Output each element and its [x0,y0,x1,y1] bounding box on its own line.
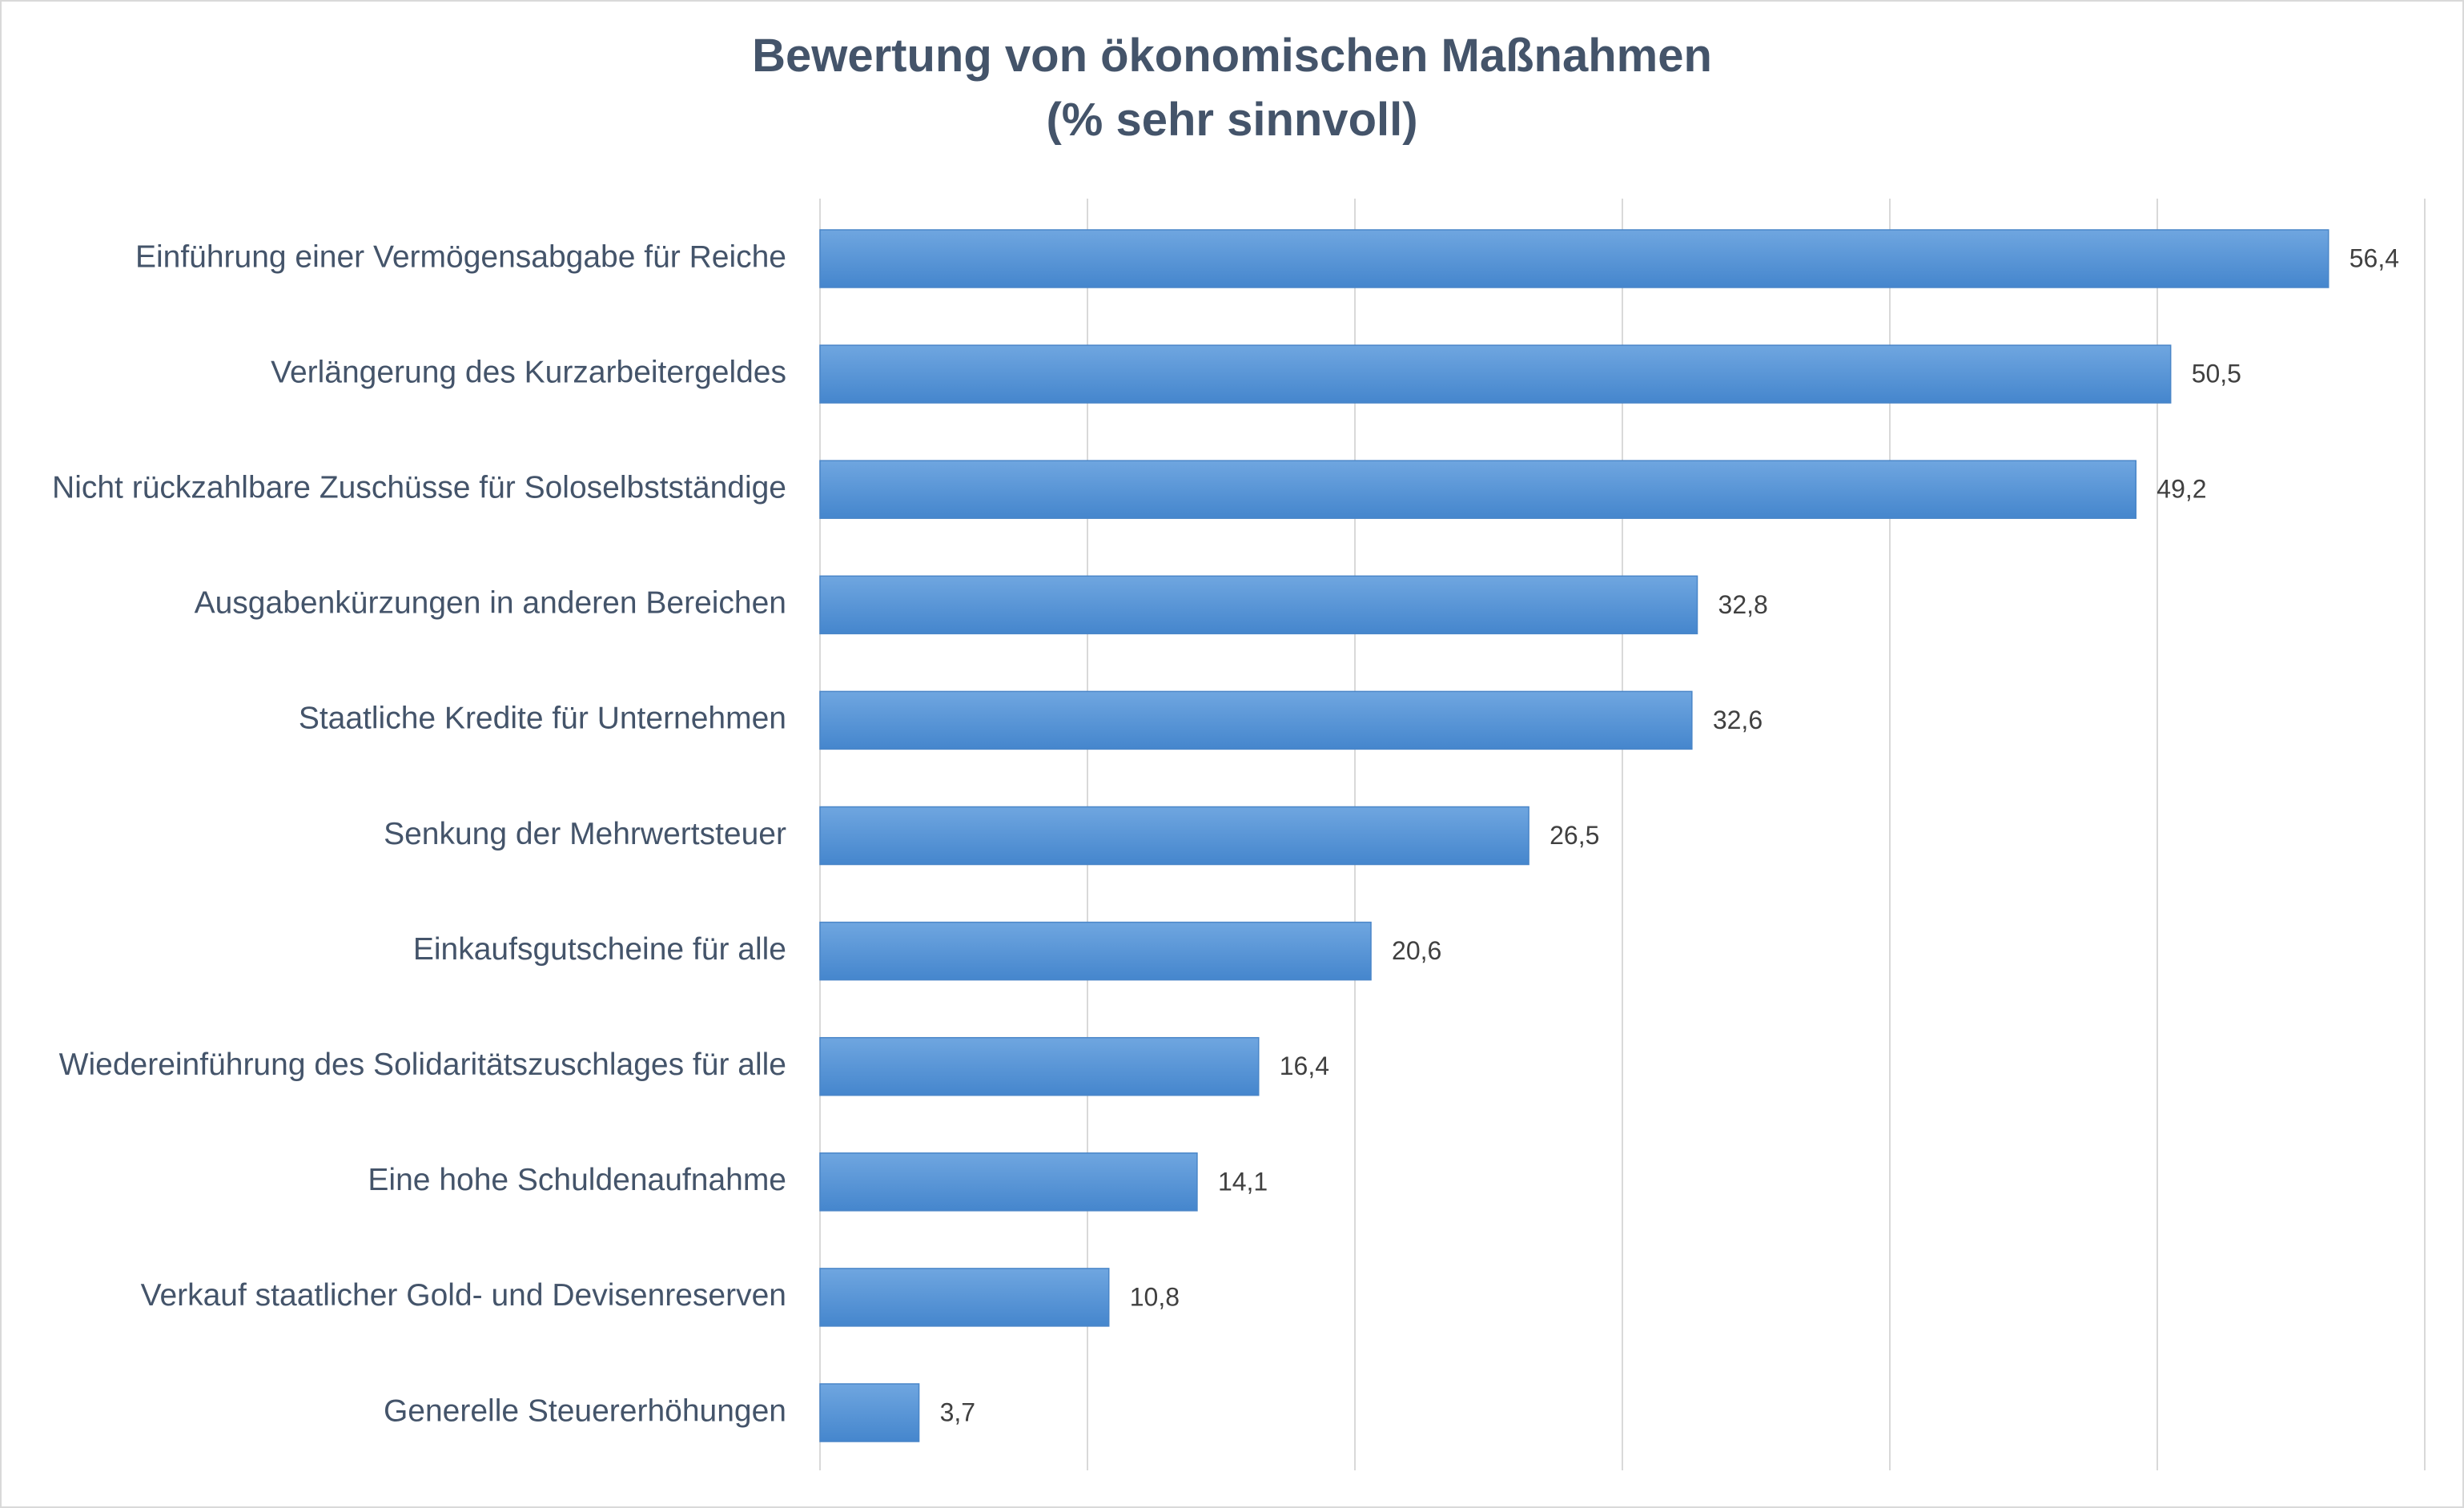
bar [819,1383,920,1442]
category-label: Eine hohe Schuldenaufnahme [368,1163,786,1197]
category-label: Nicht rückzahlbare Zuschüsse für Solosel… [52,470,786,505]
data-label: 14,1 [1218,1167,1268,1196]
data-label: 32,6 [1713,706,1763,734]
chart-title: Bewertung von ökonomischen Maßnahmen [752,30,1712,82]
data-label: 56,4 [2349,243,2399,272]
bar [819,1152,1198,1212]
category-label: Senkung der Mehrwertsteuer [384,817,786,851]
category-label: Ausgabenkürzungen in anderen Bereichen [195,586,786,621]
value-labels: 56,4 50,5 49,2 32,8 32,6 26,5 20,6 16,4 14,1 10,8… [940,243,2399,1426]
bar [819,806,1529,866]
bar [819,921,1372,981]
category-label: Wiedereinführung des Solidaritätszuschla… [59,1048,786,1082]
bar [819,229,2329,288]
bar [819,1268,1110,1327]
data-label: 50,5 [2192,360,2241,388]
category-label: Verkauf staatlicher Gold- und Devisenres… [141,1278,786,1313]
category-label: Verlängerung des Kurzarbeitergeldes [271,355,786,389]
bar [819,1036,1260,1096]
category-labels: Einführung einer Vermögensabgabe für Rei… [52,239,786,1428]
bar [819,575,1698,635]
chart-title-block: Bewertung von ökonomischen Maßnahmen (% … [0,24,2464,152]
category-label: Generelle Steuererhöhungen [384,1393,786,1428]
bar [819,460,2137,519]
chart-subtitle: (% sehr sinnvoll) [1046,94,1418,146]
bar [819,690,1693,750]
data-label: 26,5 [1550,821,1599,850]
data-label: 20,6 [1392,936,1441,965]
data-label: 10,8 [1130,1282,1180,1311]
category-label: Staatliche Kredite für Unternehmen [299,702,786,736]
data-label: 16,4 [1280,1052,1329,1080]
data-label: 49,2 [2157,475,2206,504]
bar [819,344,2172,404]
data-label: 32,8 [1718,590,1768,619]
category-label: Einkaufsgutscheine für alle [413,932,786,967]
bars [819,229,2329,1442]
category-label: Einführung einer Vermögensabgabe für Rei… [135,239,786,274]
data-label: 3,7 [940,1397,975,1426]
